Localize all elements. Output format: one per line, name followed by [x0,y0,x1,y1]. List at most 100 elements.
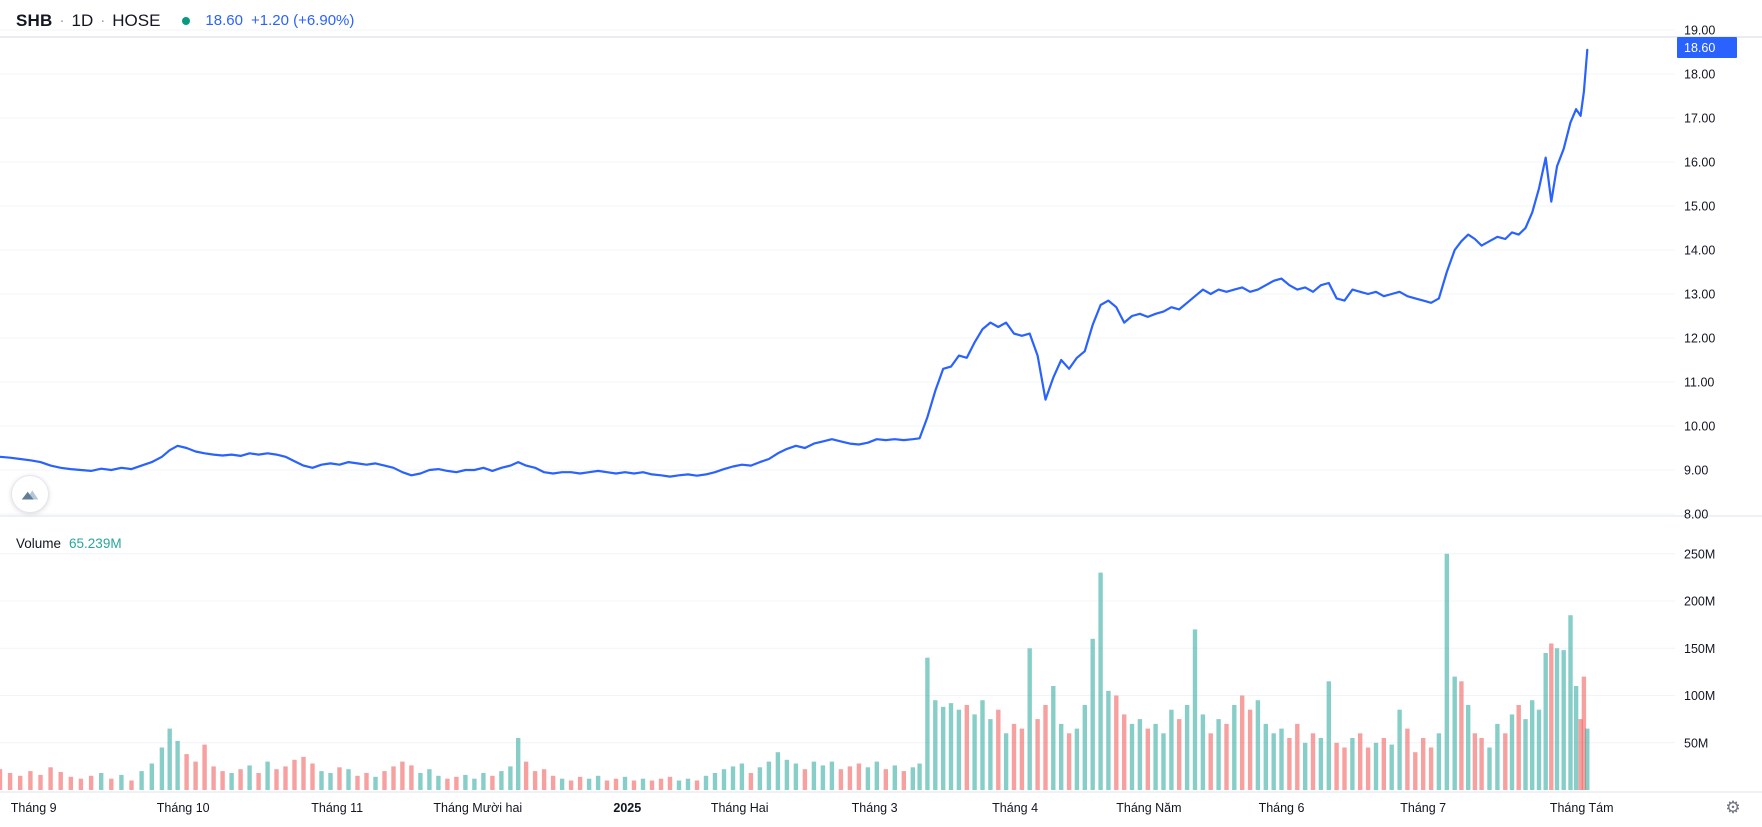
volume-bar [175,740,180,790]
settings-gear-icon[interactable]: ⚙ [1725,798,1741,818]
volume-bar [1389,744,1394,790]
volume-bar [829,761,835,790]
price-tick-label: 18.00 [1684,68,1715,82]
volume-bar [1043,705,1048,790]
volume-bar [490,775,495,790]
volume-bar [38,774,43,790]
volume-bar [129,780,134,790]
volume-bar [319,771,324,790]
volume-bar [1421,738,1426,790]
volume-bar [78,778,84,790]
volume-bar [1585,728,1590,790]
volume-bar [99,773,104,790]
volume-bar [1066,733,1072,790]
volume-bar [1397,709,1402,790]
volume-bar [910,767,915,790]
volume-bar [667,776,673,790]
volume-bar [820,765,826,790]
volume-bar [1271,733,1276,790]
volume-bar [1247,709,1253,790]
time-axis[interactable] [0,792,1762,827]
price-tick-label: 10.00 [1684,420,1715,434]
volume-bar [1035,719,1040,790]
volume-bar [109,778,114,790]
volume-bar [454,776,459,790]
volume-bar [48,767,53,790]
price-tick-label: 14.00 [1684,244,1715,258]
volume-bar [1137,719,1143,790]
pane-logo-button[interactable] [11,475,49,513]
volume-bar [159,747,165,790]
volume-bar [1090,638,1095,790]
volume-bar [1145,728,1150,790]
volume-bar [463,774,468,790]
volume-bar [373,776,378,790]
volume-bar [1027,648,1032,791]
volume-value: 65.239M [69,536,122,551]
volume-bar [972,714,977,790]
volume-bar [1263,723,1268,790]
volume-bar [184,754,189,790]
symbol-name[interactable]: SHB [16,10,53,30]
interval-label[interactable]: 1D [71,10,94,30]
volume-bar [1161,733,1166,790]
volume-bar [1561,650,1566,790]
time-tick-label: Tháng 6 [1259,801,1305,815]
volume-bar [88,775,94,790]
volume-bar [793,763,799,790]
volume-bar [1122,714,1127,790]
volume-bar [748,773,754,790]
volume-bar [28,771,33,790]
volume-bar [917,763,922,790]
volume-bar [68,776,73,790]
volume-bar [355,775,360,790]
volume-bar [757,767,763,790]
volume-bar [1059,723,1064,790]
volume-bar [1568,615,1573,790]
volume-bar [1405,728,1410,790]
time-tick-label: Tháng 10 [157,801,210,815]
volume-bar [604,780,610,790]
volume-bar [1216,719,1221,790]
price-tick-label: 13.00 [1684,288,1715,302]
volume-bar [1549,643,1554,790]
volume-bar [418,773,423,790]
price-change-text: +1.20 (+6.90%) [250,12,355,29]
volume-bar [18,775,23,790]
legend-separator: · [100,12,106,29]
exchange-label[interactable]: HOSE [112,10,161,30]
volume-bar [229,773,234,790]
price-tick-label: 8.00 [1684,508,1708,522]
volume-bar [559,778,565,790]
volume-bar [941,706,946,790]
price-axis[interactable] [1675,37,1762,792]
volume-bar [631,780,637,790]
volume-bar [409,765,414,790]
volume-bar [1495,723,1500,790]
volume-bar [1413,752,1418,790]
volume-bar [676,780,682,790]
volume-bar [0,769,3,790]
volume-bar [328,773,333,790]
volume-bar [739,763,745,790]
volume-bar [1472,733,1478,790]
volume-bar [445,778,450,790]
volume-bar [7,773,13,790]
volume-bar [874,761,879,790]
volume-bar [1452,676,1457,790]
time-tick-label: 2025 [613,801,641,815]
volume-bar [247,765,252,790]
volume-bar [1279,728,1284,790]
volume-bar [1479,738,1484,790]
volume-label[interactable]: Volume [16,536,62,551]
volume-bar [238,769,243,790]
volume-bar [1019,728,1025,790]
volume-bar [703,775,709,790]
volume-bar [577,776,583,790]
price-tick-label: 11.00 [1684,376,1714,390]
volume-bar [1224,723,1229,790]
volume-bar [1082,705,1087,790]
price-tick-label: 15.00 [1684,200,1715,214]
volume-bar [622,776,628,790]
